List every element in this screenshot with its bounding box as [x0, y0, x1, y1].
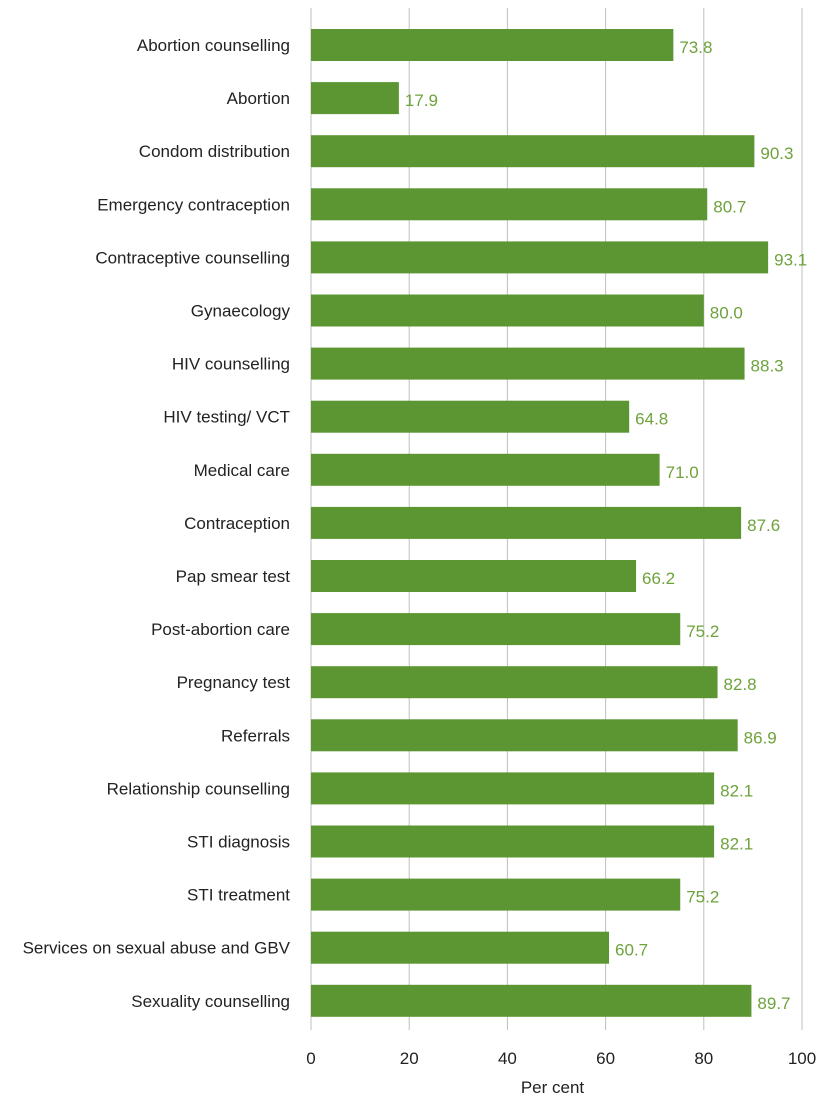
- category-label: Services on sexual abuse and GBV: [23, 939, 291, 958]
- data-label: 90.3: [760, 144, 793, 163]
- x-tick-label: 40: [498, 1049, 517, 1068]
- bar: [311, 825, 715, 858]
- bar: [311, 400, 630, 433]
- category-label: Relationship counselling: [107, 779, 290, 798]
- category-label: HIV counselling: [172, 355, 290, 374]
- data-label: 17.9: [405, 91, 438, 110]
- category-label: Condom distribution: [139, 142, 290, 161]
- data-label: 73.8: [679, 38, 712, 57]
- bar: [311, 984, 752, 1017]
- x-tick-label: 60: [596, 1049, 615, 1068]
- bar: [311, 613, 681, 646]
- category-label: HIV testing/ VCT: [163, 408, 290, 427]
- x-tick-label: 100: [788, 1049, 816, 1068]
- data-label: 64.8: [635, 410, 668, 429]
- bar: [311, 82, 399, 115]
- category-label: Sexuality counselling: [131, 992, 290, 1011]
- category-label: Post-abortion care: [151, 620, 290, 639]
- bar: [311, 878, 681, 911]
- data-label: 80.0: [710, 304, 743, 323]
- x-tick-label: 80: [694, 1049, 713, 1068]
- category-label: Contraceptive counselling: [95, 248, 290, 267]
- x-axis-tick-labels: 0 20 40 60 80 100: [306, 1049, 816, 1068]
- bar: [311, 772, 715, 805]
- data-labels: 73.8 17.9 90.3 80.7 93.1 80.0 88.3 64.8 71.0 87.6…: [405, 38, 807, 1013]
- bar: [311, 453, 660, 486]
- data-label: 60.7: [615, 941, 648, 960]
- category-label: Abortion counselling: [137, 36, 290, 55]
- data-label: 82.8: [724, 675, 757, 694]
- bar: [311, 506, 742, 539]
- data-label: 93.1: [774, 250, 807, 269]
- data-label: 86.9: [744, 728, 777, 747]
- bars: [311, 29, 769, 1017]
- x-axis-title: Per cent: [521, 1078, 585, 1097]
- data-label: 87.6: [747, 516, 780, 535]
- category-labels: Abortion counselling Abortion Condom distr…: [23, 36, 291, 1011]
- bar: [311, 241, 769, 274]
- x-tick-label: 0: [306, 1049, 315, 1068]
- data-label: 71.0: [666, 463, 699, 482]
- data-label: 75.2: [686, 622, 719, 641]
- data-label: 75.2: [686, 888, 719, 907]
- bar: [311, 931, 610, 964]
- category-label: Pap smear test: [176, 567, 291, 586]
- data-label: 82.1: [720, 835, 753, 854]
- category-label: Contraception: [184, 514, 290, 533]
- bar: [311, 719, 738, 752]
- bar: [311, 666, 718, 699]
- data-label: 66.2: [642, 569, 675, 588]
- bar: [311, 29, 674, 61]
- bar: [311, 560, 637, 592]
- category-label: Referrals: [221, 726, 290, 745]
- category-label: Pregnancy test: [177, 673, 291, 692]
- x-tick-label: 20: [400, 1049, 419, 1068]
- category-label: Gynaecology: [191, 302, 291, 321]
- bar: [311, 188, 708, 221]
- bar: [311, 135, 755, 168]
- bar: [311, 294, 704, 327]
- data-label: 80.7: [713, 197, 746, 216]
- category-label: Medical care: [194, 461, 290, 480]
- data-label: 89.7: [757, 994, 790, 1013]
- category-label: STI diagnosis: [187, 833, 290, 852]
- category-label: Abortion: [227, 89, 290, 108]
- data-label: 82.1: [720, 781, 753, 800]
- category-label: STI treatment: [187, 886, 290, 905]
- data-label: 88.3: [751, 357, 784, 376]
- bar: [311, 347, 745, 380]
- category-label: Emergency contraception: [97, 195, 290, 214]
